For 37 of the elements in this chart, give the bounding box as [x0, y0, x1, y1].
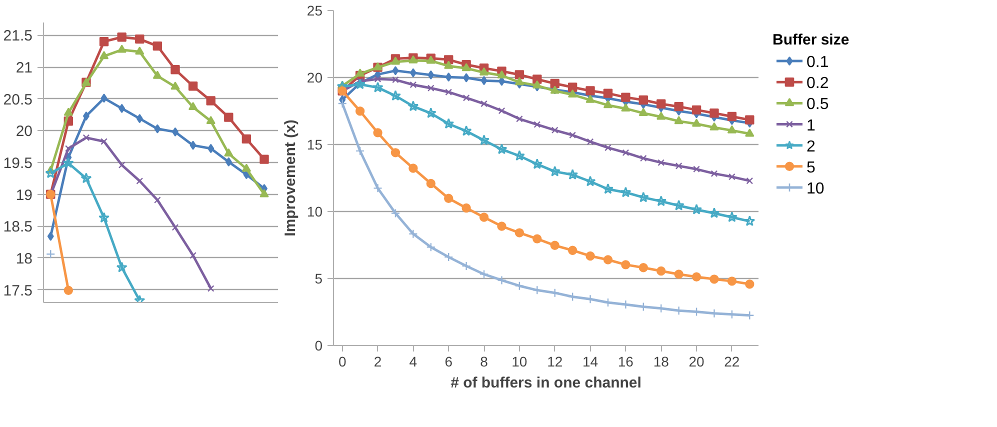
x-tick-label: 10 [512, 354, 528, 370]
y-tick-label: 20 [16, 123, 33, 140]
y-tick-label: 20.5 [3, 91, 33, 108]
legend-label: 0.1 [806, 54, 829, 72]
y-tick-label: 10 [306, 204, 323, 220]
y-tick-label: 21.5 [3, 28, 33, 45]
x-tick-label: 4 [409, 354, 418, 370]
legend-title: Buffer size [772, 31, 850, 48]
legend-label: 0.5 [806, 96, 829, 114]
y-axis-title: Improvement (x) [282, 120, 299, 236]
x-tick-label: 12 [547, 354, 563, 370]
y-tick-label: 5 [314, 270, 323, 286]
x-tick-label: 2 [374, 354, 382, 370]
y-tick-label: 0 [314, 338, 323, 354]
y-tick-label: 18 [16, 250, 33, 268]
y-tick-label: 21 [16, 60, 33, 77]
y-tick-label: 17.5 [3, 282, 33, 300]
legend-label: 1 [806, 117, 816, 134]
legend-label: 10 [806, 180, 824, 198]
legend-label: 0.2 [806, 75, 829, 92]
x-tick-label: 18 [653, 354, 670, 370]
x-tick-label: 14 [582, 354, 598, 370]
x-tick-label: 22 [724, 354, 740, 370]
legend-label: 5 [806, 159, 816, 176]
y-tick-label: 15 [306, 136, 323, 152]
x-tick-label: 6 [444, 354, 453, 370]
y-tick-label: 20 [306, 70, 323, 86]
x-axis-title: # of buffers in one channel [450, 374, 642, 392]
x-tick-label: 20 [688, 354, 705, 370]
y-tick-label: 19 [16, 186, 33, 204]
y-tick-label: 18.5 [3, 218, 33, 236]
x-tick-label: 0 [338, 354, 346, 370]
x-tick-label: 16 [618, 354, 634, 370]
x-tick-label: 8 [480, 354, 488, 370]
y-tick-label: 25 [306, 2, 323, 18]
y-tick-label: 19.5 [3, 155, 33, 172]
legend-label: 2 [806, 138, 816, 156]
